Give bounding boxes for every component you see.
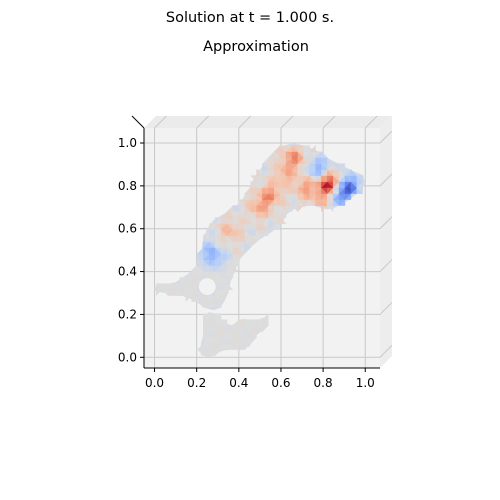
grid-line-x-top bbox=[196, 115, 210, 129]
surface-triangle bbox=[203, 313, 210, 321]
surface-triangle bbox=[214, 217, 222, 225]
x-tick-label: 0.4 bbox=[229, 376, 248, 390]
axes-frame bbox=[131, 115, 380, 369]
surface-triangle bbox=[214, 313, 222, 321]
surface-triangle bbox=[297, 145, 305, 153]
grid-line-y-side bbox=[379, 173, 393, 187]
surface-triangle bbox=[327, 157, 334, 164]
surface-triangle bbox=[226, 325, 234, 333]
grid-line-y-side bbox=[379, 344, 393, 358]
x-tick-label: 1.0 bbox=[356, 376, 375, 390]
grid-line-x-top bbox=[154, 115, 167, 129]
surface-triangle bbox=[256, 319, 263, 327]
x-tick-label: 0.6 bbox=[271, 376, 290, 390]
surface-triangle bbox=[338, 163, 346, 171]
surface-triangle bbox=[232, 265, 240, 272]
grid-line-y-side bbox=[379, 130, 393, 144]
grid-line-y-side bbox=[379, 302, 393, 315]
surface-triangle bbox=[250, 181, 257, 189]
grid-line-x-top bbox=[322, 115, 336, 129]
surface-triangle bbox=[244, 319, 252, 327]
x-axis-ticks: 0.0 0.2 0.4 0.6 0.8 1.0 bbox=[145, 368, 375, 390]
y-tick-label: 0.0 bbox=[118, 350, 137, 364]
top-pane bbox=[144, 116, 392, 128]
surface-triangle bbox=[285, 145, 293, 153]
chart-title: Approximation bbox=[203, 39, 309, 55]
y-axis-ticks: 0.0 0.2 0.4 0.6 0.8 1.0 bbox=[118, 136, 144, 364]
figure-suptitle: Solution at t = 1.000 s. bbox=[166, 10, 334, 26]
y-tick-label: 1.0 bbox=[118, 136, 137, 150]
surface-triangle bbox=[209, 295, 216, 303]
surface-triangle bbox=[220, 319, 228, 327]
side-pane bbox=[380, 116, 392, 368]
surface-triangle bbox=[350, 169, 358, 176]
grid-line-x-top bbox=[238, 115, 252, 129]
z-axis-stub bbox=[131, 115, 145, 129]
grid-line-y-side bbox=[379, 259, 393, 272]
surface-triangle bbox=[226, 283, 234, 290]
surface-triangle bbox=[197, 289, 204, 296]
y-tick-label: 0.2 bbox=[118, 307, 137, 321]
domain-hole bbox=[198, 278, 216, 296]
surface-triangle bbox=[344, 169, 352, 177]
y-tick-label: 0.6 bbox=[118, 222, 137, 236]
x-tick-label: 0.2 bbox=[187, 376, 206, 390]
surface-triangle bbox=[321, 151, 328, 158]
surface-triangle bbox=[173, 283, 181, 291]
surface-triangle bbox=[279, 217, 287, 224]
surface-triangle bbox=[356, 175, 363, 183]
grid-line-x-top bbox=[280, 115, 294, 129]
solution-surface bbox=[154, 143, 366, 358]
x-tick-label: 0.8 bbox=[314, 376, 333, 390]
axes-panes bbox=[144, 116, 392, 368]
y-tick-label: 0.4 bbox=[118, 265, 137, 279]
surface-triangle bbox=[303, 145, 310, 153]
surface-triangle bbox=[315, 151, 322, 159]
surface-triangle bbox=[309, 145, 316, 152]
x-tick-label: 0.0 bbox=[145, 376, 164, 390]
surface-triangle bbox=[209, 223, 216, 231]
surface-triangle bbox=[261, 313, 269, 320]
surface-triangle bbox=[179, 277, 187, 285]
grid-line-x-top bbox=[364, 115, 378, 129]
surface-triangle bbox=[161, 283, 169, 291]
grid-line-y-side bbox=[379, 216, 393, 230]
y-tick-label: 0.8 bbox=[118, 179, 137, 193]
